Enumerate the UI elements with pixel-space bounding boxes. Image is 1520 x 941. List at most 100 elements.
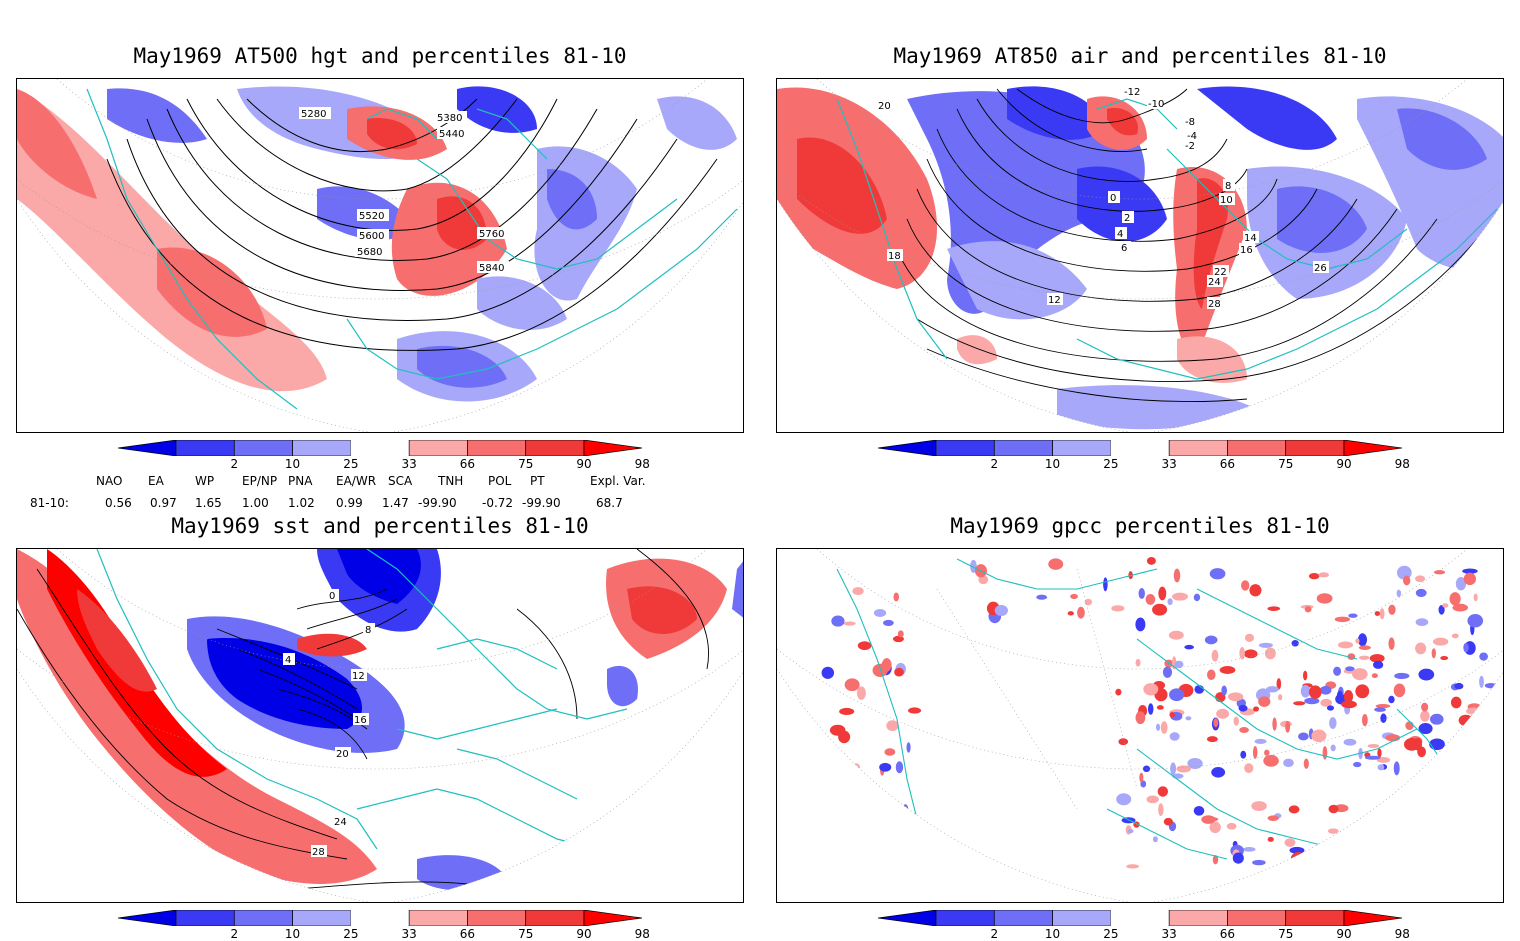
index-header: EA/WR xyxy=(336,474,377,488)
colorbar-label: 2 xyxy=(990,457,999,471)
colorbar-segment xyxy=(993,439,1053,457)
colorbar-segment xyxy=(583,439,643,457)
colorbar-segment xyxy=(1285,439,1345,457)
colorbar-label: 75 xyxy=(1278,457,1294,471)
panel-title-sst: May1969 sst and percentiles 81-10 xyxy=(171,514,589,538)
colorbar-segment xyxy=(1227,439,1287,457)
panel-title-air: May1969 AT850 air and percentiles 81-10 xyxy=(893,44,1387,68)
colorbar-label: 66 xyxy=(459,927,476,941)
index-header: EP/NP xyxy=(242,474,278,488)
index-value: -99.90 xyxy=(418,496,457,510)
colorbar-segment xyxy=(233,909,293,927)
index-value: 1.00 xyxy=(242,496,269,510)
colorbar-label: 75 xyxy=(1278,927,1294,941)
index-header: SCA xyxy=(388,474,413,488)
colorbar-segment xyxy=(935,909,995,927)
map-sst: 0 4 8 12 16 20 24 28 xyxy=(16,548,744,903)
colorbar-segment xyxy=(175,439,235,457)
colorbar-label: 98 xyxy=(634,457,650,471)
colorbar-segment xyxy=(993,909,1053,927)
panel-title-hgt: May1969 AT500 hgt and percentiles 81-10 xyxy=(133,44,627,68)
colorbar-label: 10 xyxy=(1044,927,1061,941)
colorbar-label: 33 xyxy=(1161,457,1177,471)
map-air-850: -12 -10 -8 -4 -2 0 2 4 6 8 10 12 14 16 1… xyxy=(776,78,1504,433)
colorbar-segment xyxy=(292,909,352,927)
index-header: NAO xyxy=(96,474,123,488)
colorbar-label: 10 xyxy=(284,927,301,941)
colorbar-segment xyxy=(1110,440,1170,456)
colorbar-graphic xyxy=(877,439,1403,457)
colorbar-graphic xyxy=(117,909,643,927)
colorbar-segment xyxy=(233,439,293,457)
index-header: WP xyxy=(195,474,215,488)
colorbar-segment xyxy=(1052,439,1112,457)
colorbar-gpcc: 2 10 25 33 66 75 90 98 xyxy=(877,909,1410,941)
map-hgt-500: 5280 5380 5440 5520 5600 5680 5760 5840 xyxy=(16,78,744,433)
colorbar-label: 75 xyxy=(518,927,534,941)
colorbar-segment xyxy=(175,909,235,927)
colorbar-label: 10 xyxy=(1044,457,1061,471)
colorbar-segment xyxy=(292,439,352,457)
colorbar-segment xyxy=(1227,909,1287,927)
colorbar-segment xyxy=(1343,439,1403,457)
colorbar-label: 75 xyxy=(518,457,534,471)
colorbar-label: 98 xyxy=(634,927,650,941)
index-value: 68.7 xyxy=(596,496,623,510)
colorbar-segment xyxy=(583,909,643,927)
colorbar-label: 66 xyxy=(1219,457,1236,471)
index-value: 0.56 xyxy=(105,496,132,510)
index-header: EA xyxy=(148,474,164,488)
panel-title-gpcc: May1969 gpcc percentiles 81-10 xyxy=(950,514,1330,538)
colorbar-segment xyxy=(350,910,410,926)
colorbar-segment xyxy=(1110,910,1170,926)
colorbar-segment xyxy=(1168,909,1228,927)
colorbar-label: 25 xyxy=(1103,457,1119,471)
teleconnection-table: NAO EA WP EP/NP PNA EA/WR SCA TNH POL PT Expl. Var… xyxy=(30,474,730,514)
colorbar-label: 33 xyxy=(1161,927,1177,941)
colorbar-label: 90 xyxy=(576,927,592,941)
colorbar-segment xyxy=(117,909,177,927)
colorbar-label: 25 xyxy=(343,457,359,471)
colorbar-label: 90 xyxy=(1336,927,1352,941)
index-row-label: 81-10: xyxy=(30,496,69,510)
colorbar-label: 33 xyxy=(401,927,417,941)
colorbar-segment xyxy=(467,439,527,457)
index-value: 1.02 xyxy=(288,496,315,510)
index-value: 1.65 xyxy=(195,496,222,510)
colorbar-segment xyxy=(935,439,995,457)
colorbar-segment xyxy=(525,909,585,927)
index-header: PNA xyxy=(288,474,313,488)
index-header: TNH xyxy=(438,474,464,488)
colorbar-hgt: 2 10 25 33 66 75 90 98 xyxy=(117,439,650,471)
index-value: -0.72 xyxy=(482,496,514,510)
colorbar-label: 2 xyxy=(230,457,239,471)
colorbar-label: 90 xyxy=(576,457,592,471)
colorbar-segment xyxy=(1343,909,1403,927)
colorbar-label: 2 xyxy=(990,927,999,941)
map-gpcc xyxy=(776,548,1504,903)
colorbar-sst: 2 10 25 33 66 75 90 98 xyxy=(117,909,650,941)
index-value: 1.47 xyxy=(382,496,409,510)
colorbar-segment xyxy=(1285,909,1345,927)
colorbar-segment xyxy=(467,909,527,927)
colorbar-label: 98 xyxy=(1394,457,1410,471)
colorbar-segment xyxy=(350,440,410,456)
index-header: PT xyxy=(530,474,545,488)
index-header: POL xyxy=(488,474,512,488)
colorbar-label: 66 xyxy=(459,457,476,471)
colorbar-label: 2 xyxy=(230,927,239,941)
colorbar-graphic xyxy=(117,439,643,457)
colorbar-segment xyxy=(877,909,937,927)
colorbar-label: 90 xyxy=(1336,457,1352,471)
colorbar-label: 98 xyxy=(1394,927,1410,941)
colorbar-segment xyxy=(1052,909,1112,927)
colorbar-segment xyxy=(117,439,177,457)
index-value: -99.90 xyxy=(522,496,561,510)
colorbar-label: 66 xyxy=(1219,927,1236,941)
colorbar-segment xyxy=(877,439,937,457)
index-value: 0.97 xyxy=(150,496,177,510)
colorbar-segment xyxy=(525,439,585,457)
colorbar-graphic xyxy=(877,909,1403,927)
colorbar-segment xyxy=(408,439,468,457)
colorbar-air: 2 10 25 33 66 75 90 98 xyxy=(877,439,1410,471)
